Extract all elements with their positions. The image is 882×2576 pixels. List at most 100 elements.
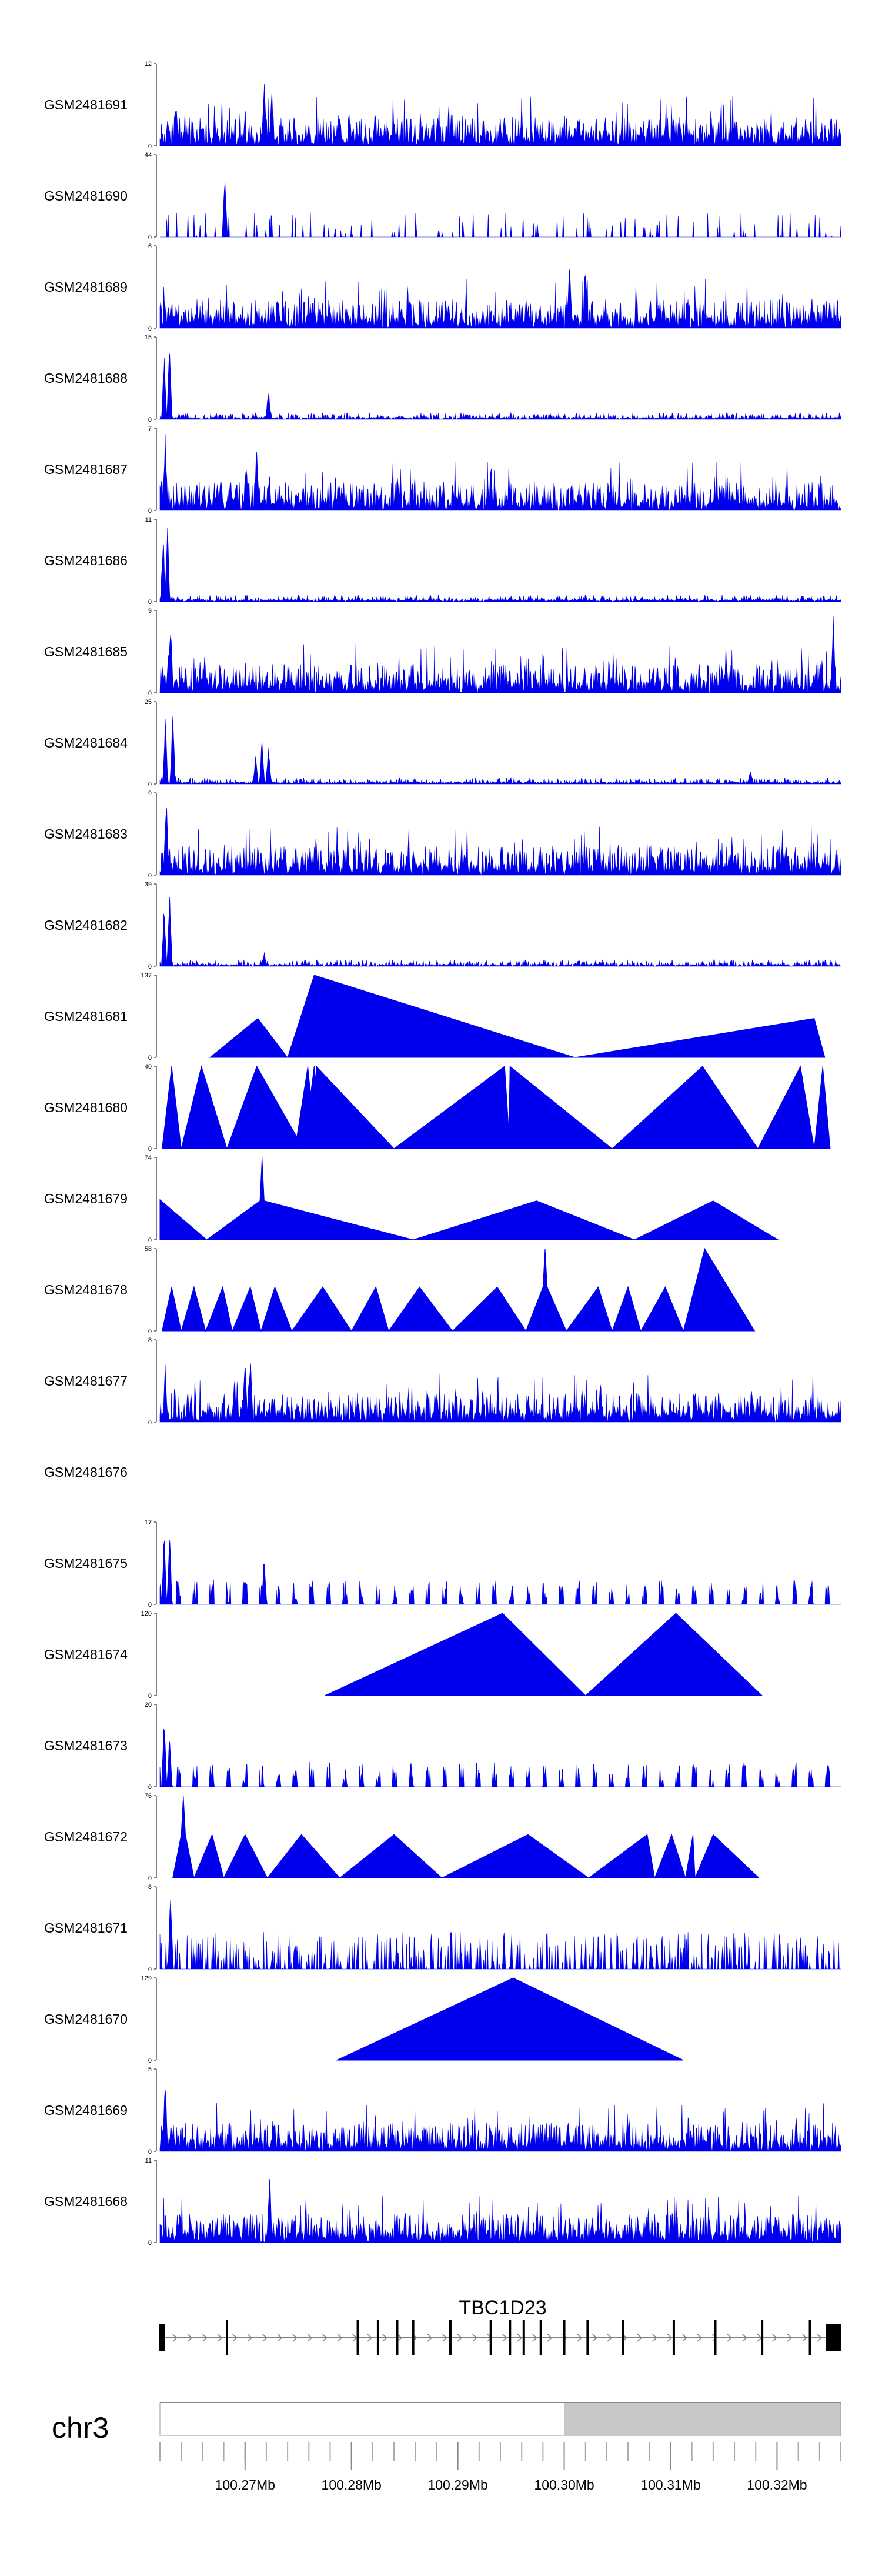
- y-tick-label-max: 17: [145, 1519, 152, 1526]
- strand-arrow: [667, 2334, 673, 2342]
- strand-arrow: [772, 2334, 777, 2342]
- coverage-area: [159, 1363, 841, 1423]
- exon: [808, 2320, 811, 2355]
- y-tick-label-max: 58: [145, 1246, 152, 1253]
- strand-arrow: [802, 2334, 807, 2342]
- track-label: GSM2481674: [44, 1647, 128, 1662]
- y-tick-label-max: 7: [148, 425, 152, 432]
- exon: [225, 2320, 228, 2355]
- coverage-area: [336, 1977, 684, 2061]
- y-tick-label-max: 137: [141, 972, 152, 979]
- exon: [563, 2320, 566, 2355]
- strand-arrow: [472, 2334, 477, 2342]
- strand-arrow: [742, 2334, 747, 2342]
- track-GSM2481683: GSM2481683 9 0: [44, 790, 841, 879]
- y-tick-label-max: 20: [145, 1701, 152, 1709]
- exon: [672, 2320, 675, 2355]
- y-tick-label-zero: 0: [148, 1875, 152, 1882]
- y-tick-label-zero: 0: [148, 325, 152, 332]
- y-tick-label-zero: 0: [148, 234, 152, 241]
- strand-arrow: [262, 2334, 268, 2342]
- strand-arrow: [727, 2334, 733, 2342]
- strand-arrow: [712, 2334, 717, 2342]
- track-GSM2481669: GSM2481669 5 0: [44, 2066, 841, 2155]
- track-GSM2481676: GSM2481676: [44, 1464, 128, 1480]
- coverage-area: [159, 269, 841, 329]
- y-tick-label-max: 40: [145, 1063, 152, 1070]
- coverage-area: [159, 716, 841, 785]
- track-label: GSM2481675: [44, 1556, 128, 1571]
- track-label: GSM2481679: [44, 1191, 128, 1206]
- strand-arrow: [202, 2334, 208, 2342]
- strand-arrow: [682, 2334, 687, 2342]
- track-label: GSM2481688: [44, 371, 128, 386]
- track-label: GSM2481668: [44, 2194, 128, 2209]
- y-tick-label-zero: 0: [148, 416, 152, 423]
- track-GSM2481677: GSM2481677 8 0: [44, 1337, 841, 1426]
- y-tick-label-zero: 0: [148, 1146, 152, 1153]
- coverage-area: [162, 1065, 831, 1150]
- y-tick-label-zero: 0: [148, 1055, 152, 1062]
- exon: [826, 2324, 841, 2351]
- track-GSM2481691: GSM2481691 12 0: [44, 61, 841, 150]
- strand-arrow: [397, 2334, 403, 2342]
- strand-arrow: [502, 2334, 507, 2342]
- track-label: GSM2481685: [44, 644, 128, 659]
- coverage-area: [160, 181, 841, 238]
- y-tick-label-zero: 0: [148, 2148, 152, 2155]
- y-tick-label-zero: 0: [148, 872, 152, 879]
- coverage-area: [172, 1795, 760, 1879]
- strand-arrow: [367, 2334, 373, 2342]
- y-tick-label-max: 8: [148, 1884, 152, 1891]
- strand-arrow: [457, 2334, 463, 2342]
- coverage-area: [209, 975, 826, 1059]
- track-GSM2481687: GSM2481687 7 0: [44, 425, 841, 515]
- track-label: GSM2481691: [44, 97, 128, 112]
- strand-arrow: [442, 2334, 447, 2342]
- y-tick-label-zero: 0: [148, 599, 152, 606]
- strand-arrow: [532, 2334, 537, 2342]
- y-tick-label-max: 44: [145, 152, 152, 159]
- chromosome-label: chr3: [52, 2411, 109, 2444]
- y-tick-label-zero: 0: [148, 1966, 152, 1973]
- track-label: GSM2481677: [44, 1373, 128, 1389]
- strand-arrow: [577, 2334, 583, 2342]
- y-tick-label-max: 76: [145, 1793, 152, 1800]
- track-label: GSM2481676: [44, 1464, 128, 1480]
- strand-arrow: [247, 2334, 253, 2342]
- gene-label: TBC1D23: [459, 2297, 546, 2319]
- y-tick-label-zero: 0: [148, 1237, 152, 1244]
- axis-tick-label: 100.31Mb: [640, 2477, 700, 2492]
- y-tick-label-max: 11: [145, 516, 152, 523]
- track-label: GSM2481678: [44, 1282, 128, 1297]
- coverage-area: [159, 1728, 841, 1787]
- strand-arrow: [307, 2334, 313, 2342]
- y-tick-label-max: 6: [148, 243, 152, 250]
- track-label: GSM2481686: [44, 553, 128, 568]
- y-tick-label-max: 74: [145, 1154, 152, 1162]
- y-tick-label-max: 12: [145, 61, 152, 68]
- track-label: GSM2481673: [44, 1738, 128, 1753]
- axis-tick-label: 100.30Mb: [534, 2477, 594, 2492]
- y-tick-label-max: 15: [145, 334, 152, 341]
- coverage-area: [159, 1540, 841, 1605]
- track-label: GSM2481670: [44, 2011, 128, 2027]
- y-tick-label-zero: 0: [148, 1601, 152, 1609]
- strand-arrow: [652, 2334, 657, 2342]
- axis-tick-label: 100.32Mb: [747, 2477, 807, 2492]
- y-tick-label-zero: 0: [148, 1419, 152, 1426]
- y-tick-label-zero: 0: [148, 508, 152, 515]
- track-GSM2481682: GSM2481682 39 0: [44, 881, 841, 970]
- track-GSM2481673: GSM2481673 20 0: [44, 1701, 841, 1791]
- strand-arrow: [172, 2334, 178, 2342]
- y-tick-label-max: 39: [145, 881, 152, 888]
- track-GSM2481670: GSM2481670 129 0: [44, 1975, 684, 2064]
- exon: [159, 2324, 165, 2351]
- cytoband-shaded: [564, 2402, 841, 2436]
- coverage-area: [159, 84, 841, 146]
- track-GSM2481690: GSM2481690 44 0: [44, 152, 841, 241]
- strand-arrow: [277, 2334, 283, 2342]
- y-tick-label-zero: 0: [148, 690, 152, 697]
- y-tick-label-max: 11: [145, 2157, 152, 2164]
- track-GSM2481668: GSM2481668 11 0: [44, 2157, 841, 2247]
